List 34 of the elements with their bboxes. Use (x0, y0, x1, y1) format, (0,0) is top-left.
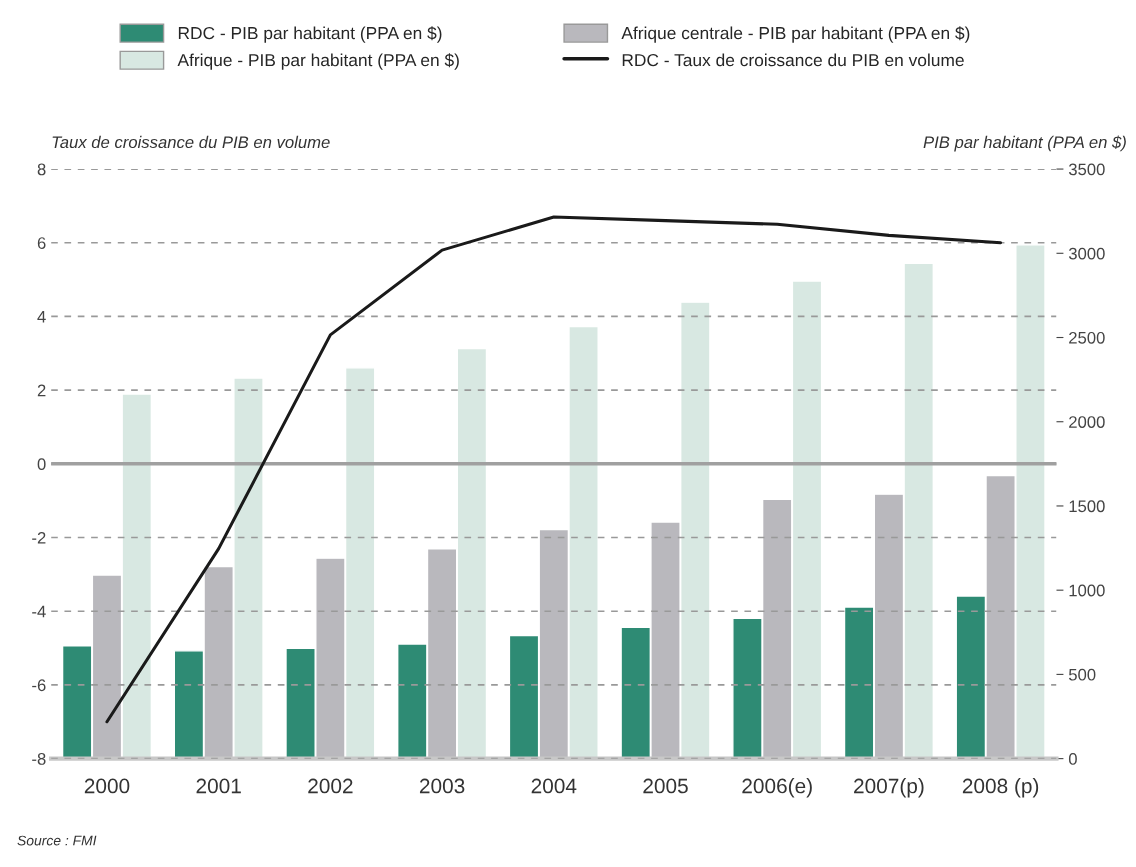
y-tick-label: 8 (37, 163, 46, 176)
line-series (105, 215, 1003, 724)
x-tick-label: 2001 (196, 778, 241, 794)
y2-tick-label: 3500 (1068, 163, 1105, 176)
x-tick-label: 2000 (84, 778, 130, 794)
y2-tick-label: 1500 (1069, 500, 1105, 513)
y-tick-label: -6 (32, 679, 46, 692)
source-note: Source : FMI (17, 835, 97, 846)
x-tick-label: 2007(p) (854, 778, 924, 798)
legend-label: Afrique centrale - PIB par habitant (PPA en $) (621, 26, 970, 43)
y-axis-title: Taux de croissance du PIB en volume (52, 135, 330, 149)
x-tick-label: 2004 (531, 778, 577, 794)
y-tick-label: 0 (37, 458, 46, 471)
y2-tick-label: 500 (1068, 668, 1096, 681)
y2-tick-label: 2000 (1069, 416, 1105, 428)
y2-tick-label: 0 (1068, 753, 1077, 765)
y-tick-label: -2 (32, 531, 46, 544)
y-tick-label: 6 (37, 237, 46, 249)
y2-tick-label: 3000 (1068, 247, 1105, 260)
legend-label: Afrique - PIB par habitant (PPA en $) (177, 53, 459, 70)
y2-tick-label: 1000 (1069, 584, 1105, 597)
x-tick-label: 2003 (419, 778, 465, 794)
x-tick-label: 2002 (308, 778, 353, 794)
x-tick-label: 2008 (p) (962, 778, 1039, 798)
x-tick-label: 2005 (643, 778, 688, 794)
y-tick-label: -8 (32, 753, 46, 765)
y-tick-label: 4 (37, 311, 46, 323)
y2-axis-title: PIB par habitant (PPA en $) (923, 135, 1126, 152)
legend-label: RDC - Taux de croissance du PIB en volume (622, 53, 964, 67)
y2-tick-label: 2500 (1069, 331, 1105, 344)
y-tick-label: -4 (32, 605, 46, 618)
legend-label: RDC - PIB par habitant (PPA en $) (178, 26, 442, 43)
y-tick-label: 2 (37, 384, 46, 397)
x-tick-label: 2006(e) (742, 778, 812, 798)
